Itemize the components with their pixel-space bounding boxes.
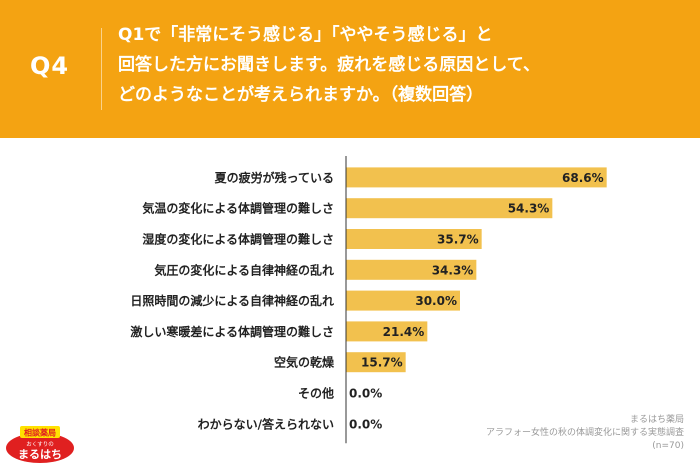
logo-main-text: まるはち bbox=[18, 448, 62, 461]
bar bbox=[346, 167, 607, 188]
value-label: 68.6% bbox=[562, 171, 604, 185]
chart-card: 夏の疲労が残っている 68.6% 気温の変化による体調管理の難しさ 54.3% 湿度の変… bbox=[0, 138, 700, 467]
question-text: Q1で「非常にそう感じる」「ややそう感じる」と 回答した方にお聞きします。疲れを… bbox=[118, 20, 678, 110]
category-label: 湿度の変化による体調管理の難しさ bbox=[142, 232, 334, 247]
category-label: 気温の変化による体調管理の難しさ bbox=[142, 201, 334, 216]
value-label: 35.7% bbox=[437, 233, 479, 247]
bar-chart: 夏の疲労が残っている 68.6% 気温の変化による体調管理の難しさ 54.3% 湿度の変… bbox=[130, 156, 607, 444]
header-divider bbox=[101, 28, 102, 110]
question-line: どのようなことが考えられますか。（複数回答） bbox=[118, 85, 484, 105]
value-label: 21.4% bbox=[383, 325, 425, 339]
question-line: Q1で「非常にそう感じる」「ややそう感じる」と bbox=[118, 25, 493, 45]
category-label: わからない/答えられない bbox=[198, 416, 334, 431]
bar bbox=[346, 321, 428, 342]
category-label: 夏の疲労が残っている bbox=[215, 170, 334, 185]
marumachi-logo: 相談薬局 おくすりの まるはち bbox=[6, 426, 74, 463]
value-label: 30.0% bbox=[415, 294, 457, 308]
question-line: 回答した方にお聞きします。疲れを感じる原因として、 bbox=[118, 55, 540, 75]
bar bbox=[346, 229, 482, 249]
survey-footnote: まるはち薬局 アラフォー女性の秋の体調変化に関する実態調査 (n=70) bbox=[486, 414, 684, 453]
footnote-sample-size: (n=70) bbox=[652, 441, 684, 451]
category-label: 空気の乾燥 bbox=[274, 355, 335, 370]
footnote-source: まるはち薬局 bbox=[629, 415, 684, 425]
category-label: 激しい寒暖差による体調管理の難しさ bbox=[130, 324, 334, 339]
logo-ellipse bbox=[6, 433, 74, 463]
category-label: その他 bbox=[298, 386, 334, 401]
value-label: 34.3% bbox=[432, 263, 474, 277]
value-label: 15.7% bbox=[361, 356, 403, 370]
footnote-survey: アラフォー女性の秋の体調変化に関する実態調査 bbox=[485, 428, 684, 438]
bar bbox=[346, 290, 460, 311]
logo-top-text: 相談薬局 bbox=[24, 428, 56, 438]
bar bbox=[346, 259, 477, 280]
bar bbox=[346, 198, 553, 219]
bar bbox=[346, 352, 406, 373]
value-label: 0.0% bbox=[349, 387, 382, 401]
question-number: Q4 bbox=[30, 52, 70, 80]
category-label: 日照時間の減少による自律神経の乱れ bbox=[130, 293, 334, 308]
value-label: 54.3% bbox=[508, 202, 550, 216]
value-label: 0.0% bbox=[349, 417, 382, 431]
question-header: Q4 Q1で「非常にそう感じる」「ややそう感じる」と 回答した方にお聞きします。… bbox=[0, 0, 700, 136]
logo-sub-text: おくすりの bbox=[26, 441, 54, 448]
category-label: 気圧の変化による自律神経の乱れ bbox=[154, 262, 334, 277]
logo-top-plate bbox=[20, 426, 60, 438]
